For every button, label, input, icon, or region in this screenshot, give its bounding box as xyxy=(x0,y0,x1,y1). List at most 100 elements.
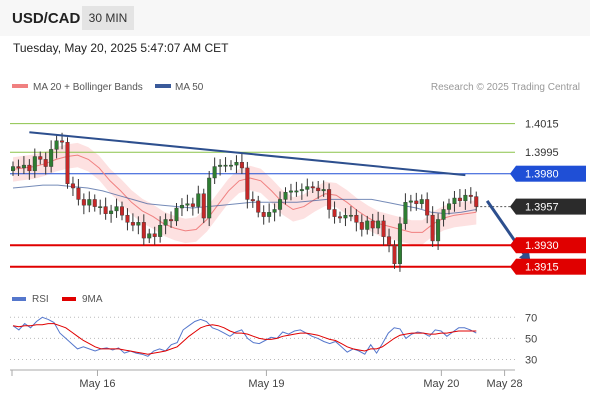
candle-body xyxy=(119,206,124,216)
ma9-legend-label: 9MA xyxy=(82,294,103,305)
ma9-legend-swatch xyxy=(62,297,76,301)
candle-body xyxy=(381,220,386,237)
credit-label: Research © 2025 Trading Central xyxy=(431,82,580,93)
candle-body xyxy=(27,164,32,172)
candle-body xyxy=(267,212,272,217)
candle-body xyxy=(278,199,283,210)
candle-body xyxy=(21,164,26,169)
candle-body xyxy=(114,206,119,212)
candle-body xyxy=(212,166,217,179)
candle-body xyxy=(10,166,15,172)
level-label-1.3980: 1.3980 xyxy=(525,169,559,181)
candle-body xyxy=(174,207,179,222)
candle-body xyxy=(87,199,92,206)
candle-body xyxy=(60,140,65,143)
bollinger-band xyxy=(13,142,477,245)
candle-body xyxy=(223,164,228,167)
candle-body xyxy=(158,224,163,237)
candle-body xyxy=(272,209,277,213)
candle-body xyxy=(321,189,326,192)
candle-body xyxy=(179,204,184,209)
ma20-legend-label: MA 20 + Bollinger Bands xyxy=(33,82,143,93)
resistance-trendline xyxy=(29,131,466,177)
level-labels: 1.4015 1.3995 1.3980 1.3957 1.3930 1.3915 xyxy=(510,119,586,275)
candle-body xyxy=(474,196,479,207)
rsi-series-9MA xyxy=(12,323,477,355)
candle-body xyxy=(425,199,430,216)
candle-body xyxy=(365,220,370,230)
candle-body xyxy=(310,186,315,189)
candle-body xyxy=(169,219,174,222)
ma50-legend-swatch xyxy=(155,84,171,88)
candle-body xyxy=(387,236,392,246)
candle-body xyxy=(332,209,337,217)
rsi-legend-swatch xyxy=(12,297,26,301)
candle-body xyxy=(447,203,452,210)
bollinger-band-area xyxy=(13,142,477,245)
candle-body xyxy=(463,194,468,202)
candle-body xyxy=(283,192,288,200)
candle-body xyxy=(65,142,70,184)
rsi-tick-label-50: 50 xyxy=(525,333,537,345)
candle-body xyxy=(245,167,250,200)
time-axis-label-May 20: May 20 xyxy=(423,378,459,390)
candle-body xyxy=(441,209,446,220)
candle-body xyxy=(185,203,190,206)
candle-body xyxy=(299,189,304,192)
candle-body xyxy=(359,222,364,230)
candle-body xyxy=(130,222,135,226)
candle-body xyxy=(147,233,152,239)
candle-body xyxy=(109,210,114,214)
candle-body xyxy=(430,214,435,242)
candle-body xyxy=(250,199,255,202)
time-axis: May 16 May 19 May 20 May 28 xyxy=(10,369,523,390)
candle-body xyxy=(256,200,261,213)
level-badge-pointer-1.3980 xyxy=(510,165,516,182)
candle-body xyxy=(98,206,103,209)
candle-body xyxy=(316,187,321,192)
candle-body xyxy=(338,216,343,219)
rsi-legend: RSI 9MA xyxy=(12,294,103,305)
currency-pair-title: USD/CAD xyxy=(12,10,81,27)
candle-body xyxy=(436,219,441,242)
candle-body xyxy=(457,197,462,202)
candlesticks xyxy=(10,132,479,272)
timeframe-badge[interactable]: 30 MIN xyxy=(82,6,134,30)
candle-body xyxy=(136,222,141,226)
candle-body xyxy=(201,193,206,219)
rsi-panel: 70 50 30 xyxy=(10,312,537,366)
candle-body xyxy=(419,199,424,204)
candle-body xyxy=(305,186,310,190)
rsi-legend-label: RSI xyxy=(32,294,49,305)
candle-body xyxy=(43,159,48,167)
candle-body xyxy=(397,223,402,265)
level-badge-1.3957 xyxy=(516,198,586,215)
level-badge-pointer-1.3915 xyxy=(510,258,516,275)
candle-body xyxy=(343,214,348,219)
candle-body xyxy=(92,199,97,207)
candle-body xyxy=(392,245,397,265)
forecast-arrow-shaft xyxy=(485,200,532,265)
rsi-tick-label-70: 70 xyxy=(525,312,537,324)
candle-body xyxy=(49,149,54,167)
level-label-1.3930: 1.3930 xyxy=(525,240,559,252)
ma50-line xyxy=(12,184,477,215)
candle-body xyxy=(414,200,419,204)
rsi-tick-label-30: 30 xyxy=(525,354,537,366)
candle-body xyxy=(81,199,86,206)
candle-body xyxy=(370,220,375,229)
candle-body xyxy=(403,202,408,224)
ma20-legend-swatch xyxy=(12,84,28,88)
level-badge-1.3915 xyxy=(516,258,586,275)
candle-body xyxy=(348,214,353,217)
level-label-1.3957: 1.3957 xyxy=(525,202,559,214)
candle-body xyxy=(76,187,81,200)
candle-body xyxy=(408,200,413,203)
candle-body xyxy=(103,206,108,214)
main-legend: MA 20 + Bollinger Bands MA 50 Research ©… xyxy=(12,82,580,93)
time-axis-label-May 19: May 19 xyxy=(248,378,284,390)
candle-body xyxy=(218,164,223,167)
candle-body xyxy=(354,214,359,223)
candle-body xyxy=(294,190,299,193)
